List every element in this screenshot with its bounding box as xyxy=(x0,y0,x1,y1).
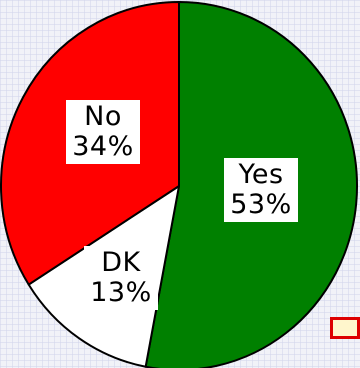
label-no-category: No xyxy=(84,101,122,132)
label-yes-value: 53% xyxy=(230,189,292,220)
label-dk-value: 13% xyxy=(90,277,152,308)
legend-swatch xyxy=(330,317,360,339)
label-dk-category: DK xyxy=(101,247,141,278)
label-yes-category: Yes xyxy=(238,159,284,190)
label-yes: Yes 53% xyxy=(224,158,298,222)
label-no-value: 34% xyxy=(72,131,134,162)
label-dk: DK 13% xyxy=(84,246,158,310)
label-no: No 34% xyxy=(66,100,140,164)
